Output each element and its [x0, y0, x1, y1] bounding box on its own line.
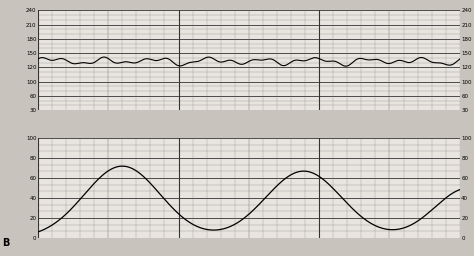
Text: B: B	[2, 238, 10, 248]
